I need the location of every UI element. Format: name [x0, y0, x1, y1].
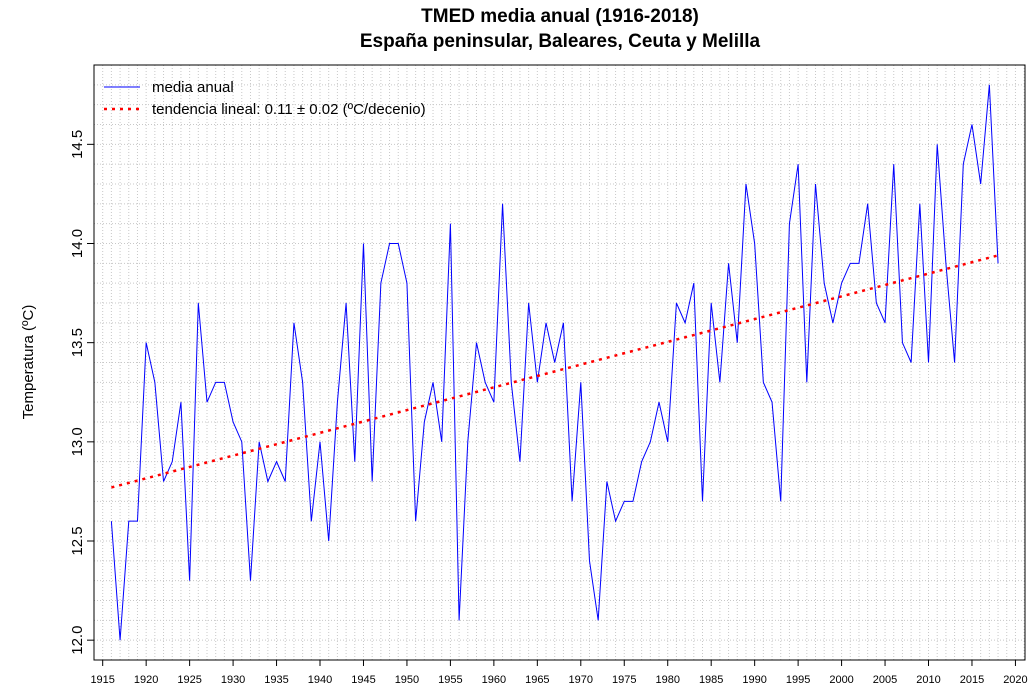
plot-frame: [93, 64, 1026, 661]
y-tick-label: 14.5: [69, 130, 86, 159]
x-tick-label: 1940: [308, 674, 332, 686]
legend-label: media anual: [152, 79, 234, 96]
y-tick-label: 13.5: [69, 328, 86, 357]
x-tick-label: 1995: [786, 674, 810, 686]
x-tick-label: 1915: [90, 674, 114, 686]
y-tick-label: 12.5: [69, 526, 86, 555]
x-tick-label: 1985: [699, 674, 723, 686]
data-line: [111, 254, 999, 489]
chart-subtitle: España peninsular, Baleares, Ceuta y Mel…: [360, 31, 761, 52]
x-tick-label: 1930: [221, 674, 245, 686]
x-tick-label: 1965: [525, 674, 549, 686]
y-tick-label: 13.0: [69, 427, 86, 456]
data-line: [110, 84, 999, 641]
x-tick-label: 2005: [873, 674, 897, 686]
x-tick-label: 2000: [829, 674, 853, 686]
x-tick-label: 1990: [742, 674, 766, 686]
y-tick-label: 12.0: [69, 626, 86, 655]
x-tick-label: 1970: [569, 674, 593, 686]
x-tick-label: 1960: [482, 674, 506, 686]
x-tick-label: 1975: [612, 674, 636, 686]
x-tick-label: 1925: [177, 674, 201, 686]
x-tick-label: 1980: [655, 674, 679, 686]
x-tick-label: 2010: [916, 674, 940, 686]
y-axis-label: Temperatura (ºC): [20, 305, 37, 420]
y-tick-label: 14.0: [69, 229, 86, 258]
x-tick-label: 2015: [960, 674, 984, 686]
x-tick-label: 1920: [134, 674, 158, 686]
x-tick-label: 1955: [438, 674, 462, 686]
x-tick-label: 1945: [351, 674, 375, 686]
chart-title: TMED media anual (1916-2018): [421, 6, 699, 27]
legend-label: tendencia lineal: 0.11 ± 0.02 (ºC/deceni…: [152, 101, 426, 118]
x-tick-label: 1950: [395, 674, 419, 686]
x-tick-label: 1935: [264, 674, 288, 686]
x-tick-label: 2020: [1003, 674, 1027, 686]
